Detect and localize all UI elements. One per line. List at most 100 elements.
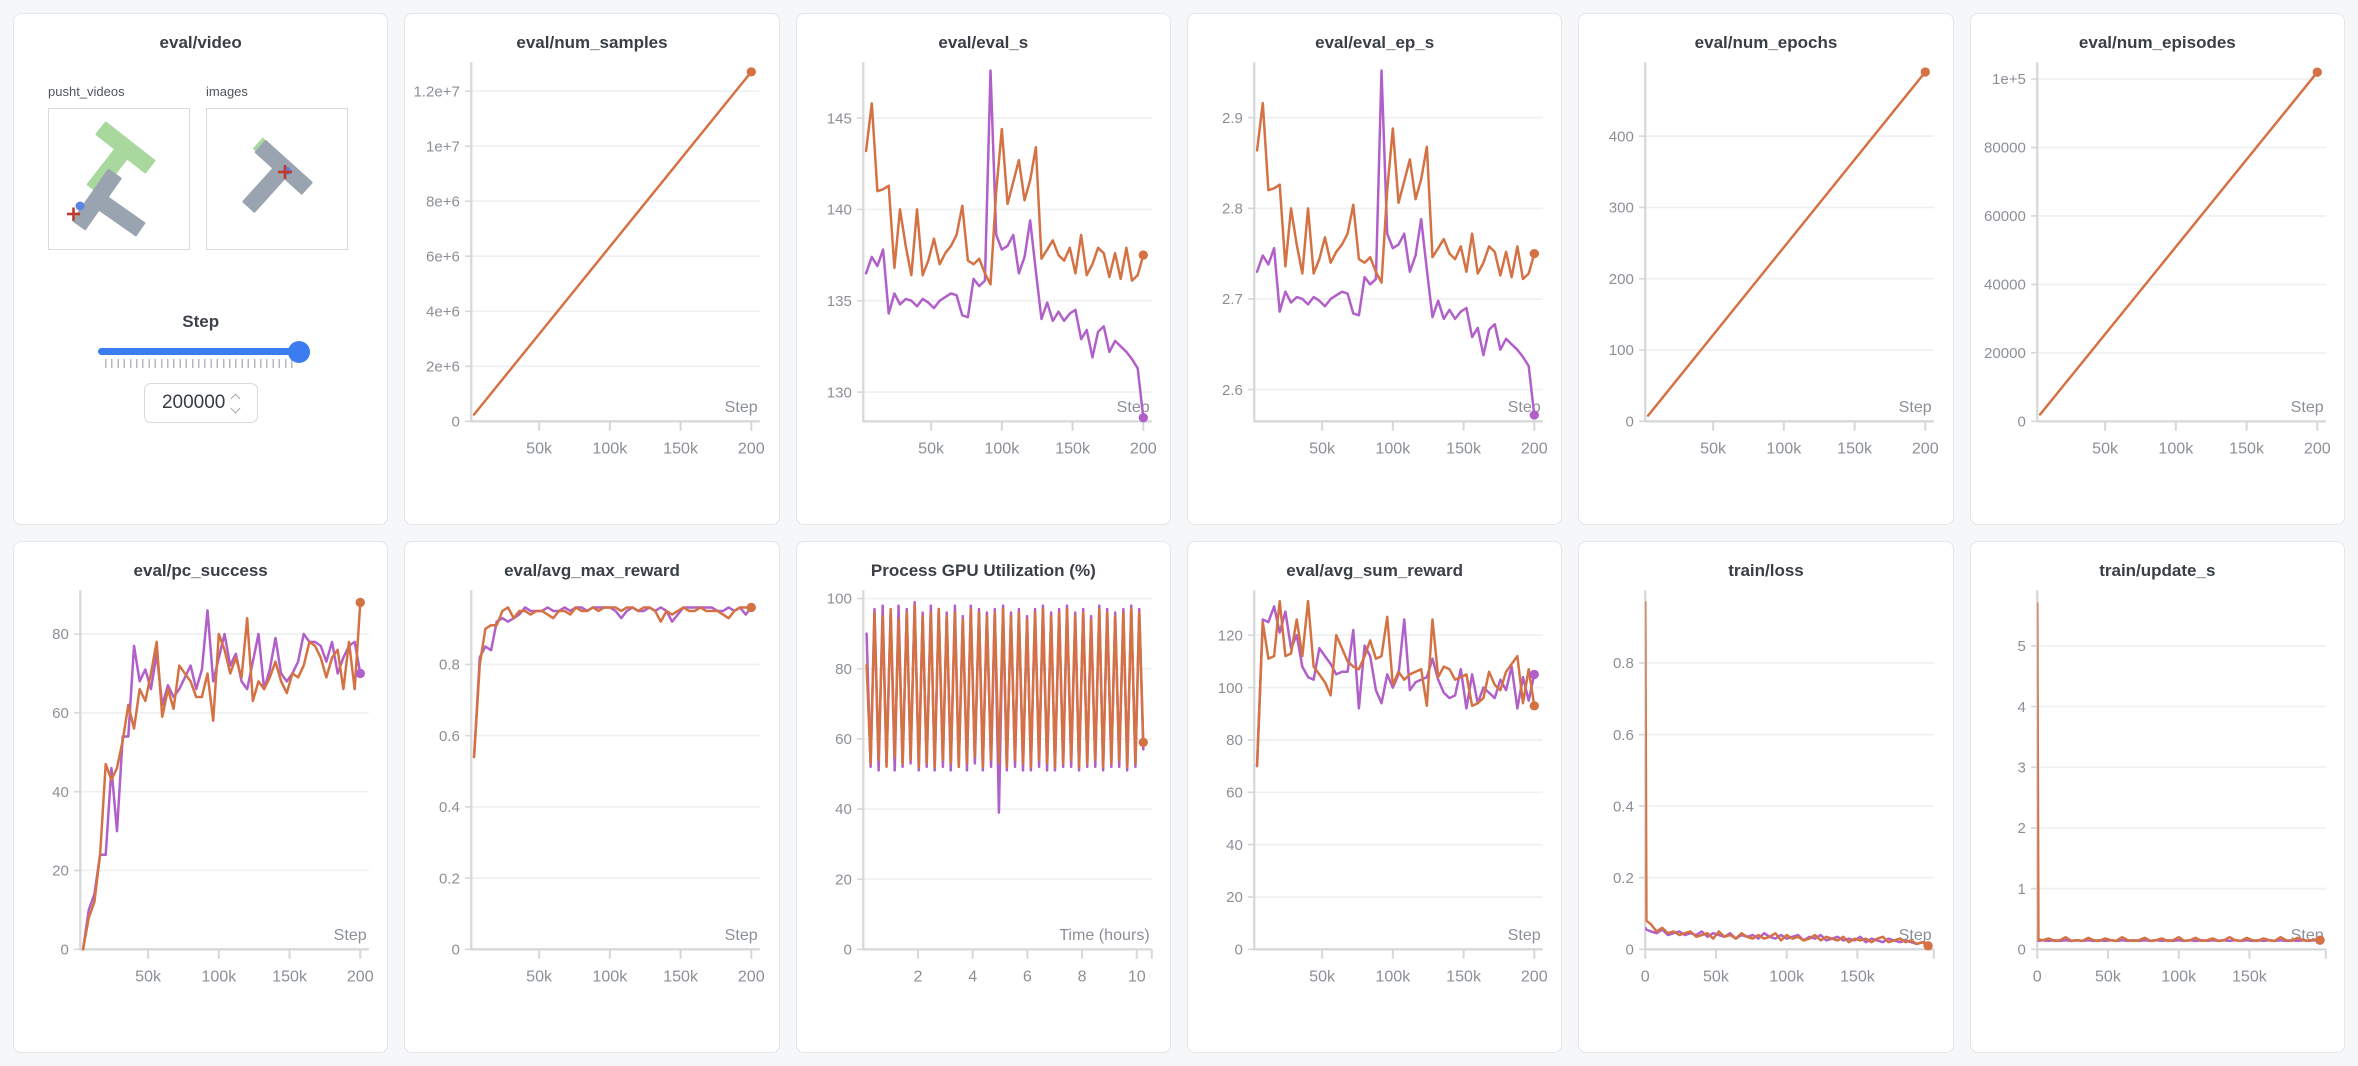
svg-text:150k: 150k [663,440,699,458]
svg-text:150k: 150k [2229,440,2265,458]
panel-title: Process GPU Utilization (%) [870,561,1096,580]
svg-text:50k: 50k [2092,440,2119,458]
svg-text:2: 2 [913,968,922,986]
svg-text:4: 4 [2017,699,2025,716]
svg-text:0.6: 0.6 [439,728,460,745]
chart-eval-num-epochs[interactable]: 0 100 200 300 400 50k 100k 150k 200 Step [1583,56,1948,518]
svg-text:100k: 100k [1770,968,1806,986]
svg-text:50k: 50k [1309,440,1336,458]
panel-title: train/loss [1728,561,1804,580]
svg-text:20000: 20000 [1984,345,2026,362]
svg-text:50k: 50k [1703,968,1730,986]
panel-eval-avg-sum-reward[interactable]: eval/avg_sum_reward 0 20 40 60 80 100 120 50k 10… [1187,541,1563,1053]
svg-text:200: 200 [1130,440,1157,458]
svg-text:150k: 150k [272,968,308,986]
step-slider[interactable] [97,340,310,363]
svg-text:300: 300 [1609,200,1634,217]
svg-text:0.6: 0.6 [1613,727,1634,744]
svg-text:80: 80 [1226,732,1243,749]
svg-text:80: 80 [52,626,69,643]
svg-text:100k: 100k [2158,440,2194,458]
svg-text:8: 8 [1077,968,1086,986]
svg-text:200: 200 [2304,440,2331,458]
svg-text:40: 40 [52,784,69,801]
chart-eval-avg-sum-reward[interactable]: 0 20 40 60 80 100 120 50k 100k 150k 200 Step [1192,584,1557,1046]
svg-text:100k: 100k [1375,968,1411,986]
svg-text:200: 200 [1521,968,1548,986]
svg-text:Step: Step [1899,398,1932,416]
panel-title: train/update_s [2099,561,2216,580]
chart-eval-num-episodes[interactable]: 0 20000 40000 60000 80000 1e+5 50k 100k 150k 200 S… [1975,56,2340,518]
svg-text:100: 100 [1218,680,1243,697]
svg-text:200: 200 [1521,440,1548,458]
svg-text:200: 200 [347,968,374,986]
svg-text:0: 0 [2032,968,2041,986]
panel-eval-num-episodes[interactable]: eval/num_episodes 0 20000 40000 60000 80000 1… [1969,13,2345,525]
svg-text:0.2: 0.2 [1613,870,1634,887]
pusht-video-frame [67,121,156,237]
svg-text:1e+7: 1e+7 [426,138,460,155]
svg-text:120: 120 [1218,627,1243,644]
slider-thumb[interactable] [287,340,310,363]
svg-text:135: 135 [826,293,851,310]
svg-text:50k: 50k [527,440,554,458]
svg-text:Step: Step [725,398,758,416]
svg-text:100k: 100k [1375,440,1411,458]
chart-gpu-utilization[interactable]: 0 20 40 60 80 100 2 4 6 8 10 Time (hours) [801,584,1166,1046]
panel-gpu-utilization[interactable]: Process GPU Utilization (%) 0 20 40 60 80 100… [795,541,1171,1053]
chart-eval-num-samples[interactable]: 0 2e+6 4e+6 6e+6 8e+6 1e+7 1.2e+7 50k 100k 150k 20… [409,56,774,518]
svg-text:200: 200 [738,440,765,458]
svg-text:2e+6: 2e+6 [426,359,460,376]
stepper [230,393,241,414]
stepper-up-icon[interactable] [230,393,241,403]
step-input[interactable]: 200000 [143,383,258,423]
svg-text:20: 20 [1226,889,1243,906]
slider-track[interactable] [97,348,304,355]
step-slider-label: Step [182,312,220,331]
svg-text:130: 130 [826,384,851,401]
svg-text:10: 10 [1127,968,1145,986]
svg-text:0.2: 0.2 [439,870,460,887]
panel-eval-num-epochs[interactable]: eval/num_epochs 0 100 200 300 400 50k 100k 150k… [1578,13,1954,525]
chart-train-loss[interactable]: 0 0.2 0.4 0.6 0.8 0 50k 100k 150k Step [1583,584,1948,1046]
images-thumbnail[interactable] [206,108,348,250]
svg-text:100k: 100k [984,440,1020,458]
agent-dot [75,201,85,211]
panel-eval-eval-s[interactable]: eval/eval_s 130 135 140 145 50k 100k 150k 200 St… [795,13,1171,525]
svg-text:0: 0 [452,414,460,431]
svg-text:Time (hours): Time (hours) [1059,926,1150,944]
panel-eval-avg-max-reward[interactable]: eval/avg_max_reward 0 0.2 0.4 0.6 0.8 50k 100k… [404,541,780,1053]
svg-text:150k: 150k [663,968,699,986]
svg-text:20: 20 [835,871,852,888]
panel-train-update-s[interactable]: train/update_s 0 1 2 3 4 5 0 50k 100k 150k Step [1969,541,2345,1053]
svg-text:100k: 100k [201,968,237,986]
svg-text:4: 4 [968,968,977,986]
svg-text:0: 0 [843,942,851,959]
chart-eval-avg-max-reward[interactable]: 0 0.2 0.4 0.6 0.8 50k 100k 150k 200 Step [409,584,774,1046]
chart-eval-pc-success[interactable]: 0 20 40 60 80 50k 100k 150k 200 Step [18,584,383,1046]
pusht-video-thumbnail[interactable] [48,108,190,250]
gray-t-shape [242,140,313,213]
svg-text:150k: 150k [1837,440,1873,458]
svg-text:0: 0 [1641,968,1650,986]
svg-text:400: 400 [1609,128,1634,145]
panel-eval-num-samples[interactable]: eval/num_samples 0 2e+6 4e+6 6e+6 8e+6 1e+7 1.… [404,13,780,525]
panel-train-loss[interactable]: train/loss 0 0.2 0.4 0.6 0.8 0 50k 100k 150k Step [1578,541,1954,1053]
svg-text:20: 20 [52,863,69,880]
panel-eval-eval-ep-s[interactable]: eval/eval_ep_s 2.6 2.7 2.8 2.9 50k 100k 150k 20… [1187,13,1563,525]
svg-text:3: 3 [2017,759,2025,776]
svg-text:60: 60 [1226,784,1243,801]
svg-text:0: 0 [2017,942,2025,959]
panel-eval-pc-success[interactable]: eval/pc_success 0 20 40 60 80 50k 100k 150k 200 S… [13,541,389,1053]
stepper-down-icon[interactable] [230,403,241,413]
svg-text:6: 6 [1023,968,1032,986]
step-value[interactable]: 200000 [161,392,226,413]
images-frame [242,137,313,213]
svg-text:150k: 150k [1840,968,1876,986]
svg-text:200: 200 [1609,271,1634,288]
svg-text:200: 200 [738,968,765,986]
svg-text:50k: 50k [135,968,162,986]
